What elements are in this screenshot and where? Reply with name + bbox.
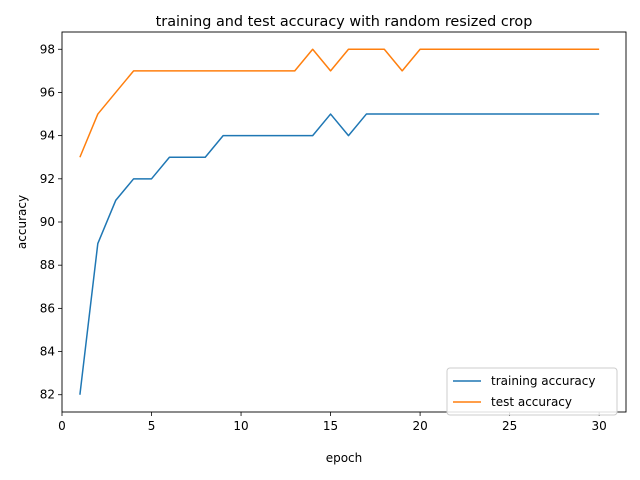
y-tick-label: 98 bbox=[40, 42, 55, 56]
y-axis-ticks: 82 84 86 88 90 92 94 96 98 bbox=[40, 42, 62, 402]
x-tick-label: 15 bbox=[323, 419, 338, 433]
x-tick-label: 25 bbox=[502, 419, 517, 433]
x-tick-label: 10 bbox=[233, 419, 248, 433]
legend: training accuracy test accuracy bbox=[446, 367, 618, 416]
y-axis-label: accuracy bbox=[15, 195, 29, 249]
y-tick-label: 94 bbox=[40, 129, 55, 143]
y-tick-label: 86 bbox=[40, 301, 55, 315]
series-line-training bbox=[79, 113, 600, 395]
legend-box bbox=[446, 367, 618, 416]
x-axis-ticks: 0 5 10 15 20 25 30 bbox=[58, 412, 607, 433]
y-tick-label: 92 bbox=[40, 172, 55, 186]
legend-label-training: training accuracy bbox=[491, 374, 595, 388]
series-line-test bbox=[79, 48, 600, 158]
y-tick-label: 88 bbox=[40, 258, 55, 272]
y-tick-label: 90 bbox=[40, 215, 55, 229]
x-axis-label: epoch bbox=[326, 451, 363, 465]
y-tick-label: 96 bbox=[40, 85, 55, 99]
x-tick-label: 5 bbox=[148, 419, 156, 433]
x-tick-label: 0 bbox=[58, 419, 66, 433]
plot-area bbox=[79, 48, 600, 395]
legend-label-test: test accuracy bbox=[491, 395, 572, 409]
x-tick-label: 20 bbox=[412, 419, 427, 433]
x-tick-label: 30 bbox=[592, 419, 607, 433]
chart-title: training and test accuracy with random r… bbox=[156, 14, 533, 30]
axes-frame bbox=[61, 31, 627, 413]
y-tick-label: 84 bbox=[40, 345, 55, 359]
y-tick-label: 82 bbox=[40, 388, 55, 402]
